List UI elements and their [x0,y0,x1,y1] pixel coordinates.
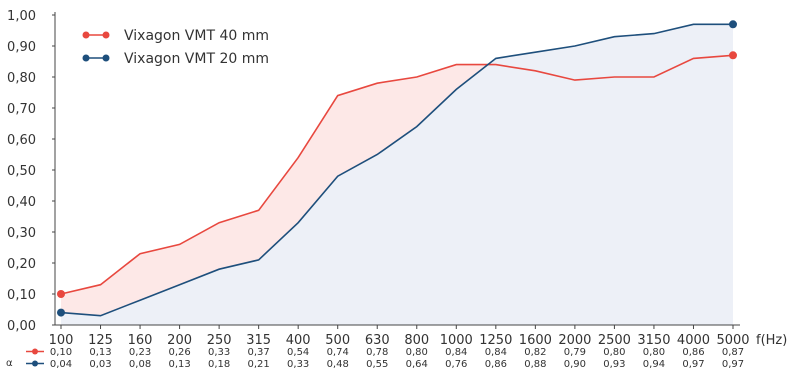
y-tick-label: 0,10 [7,288,36,303]
series-point-vmt-40 [729,51,737,60]
data-label-vmt-20: 0,97 [722,359,744,370]
x-tick-label: 125 [88,333,113,348]
y-tick-label: 0,80 [7,71,36,86]
data-label-vmt-20: 0,33 [287,359,309,370]
data-label-vmt-40: 0,87 [722,347,744,358]
data-label-vmt-40: 0,54 [287,347,309,358]
x-tick-label: 160 [128,333,153,348]
data-label-vmt-20: 0,48 [327,359,349,370]
x-tick-label: 250 [207,333,232,348]
series-line-vmt-20 [60,23,733,317]
data-label-vmt-20: 0,18 [208,359,230,370]
legend-marker-vmt-20 [82,54,90,62]
y-tick-label: 0,90 [7,40,36,55]
x-tick-label: 800 [404,333,429,348]
data-label-vmt-20: 0,93 [603,359,625,370]
data-label-vmt-20: 0,90 [564,359,586,370]
data-label-vmt-40: 0,84 [445,347,467,358]
alpha-symbol: α [6,358,13,369]
x-tick-label: 200 [167,333,192,348]
x-tick-label: 1600 [519,333,552,348]
x-tick-label: 4000 [677,333,710,348]
table-swatch-marker-vmt-20 [32,360,38,367]
table-swatch-marker-vmt-40 [32,348,38,355]
y-tick-label: 1,00 [7,9,36,24]
x-tick-label: 5000 [716,333,749,348]
axes [52,12,740,329]
data-label-vmt-20: 0,21 [248,359,270,370]
series-line-vmt-40 [60,54,734,295]
series-point-vmt-20 [57,308,65,317]
data-label-vmt-40: 0,80 [603,347,625,358]
data-label-vmt-20: 0,55 [366,359,388,370]
x-tick-label: 630 [365,333,390,348]
data-label-vmt-20: 0,04 [50,359,72,370]
legend-label-vmt-20: Vixagon VMT 20 mm [124,51,269,67]
data-label-vmt-20: 0,08 [129,359,151,370]
x-tick-label: 400 [286,333,311,348]
legend-label-vmt-40: Vixagon VMT 40 mm [124,28,269,44]
x-tick-label: 100 [49,333,74,348]
data-label-vmt-20: 0,86 [485,359,507,370]
x-tick-label: 2500 [598,333,631,348]
y-tick-label: 0,30 [7,226,36,241]
data-label-vmt-20: 0,03 [89,359,111,370]
x-tick-label: 3150 [637,333,670,348]
legend-marker-vmt-40 [102,31,110,39]
data-label-vmt-20: 0,88 [524,359,546,370]
data-label-vmt-40: 0,37 [248,347,270,358]
data-label-vmt-40: 0,10 [50,347,72,358]
series-point-vmt-40 [57,290,65,298]
x-tick-label: 2000 [558,333,591,348]
y-tick-label: 0,70 [7,102,36,117]
data-label-vmt-40: 0,74 [327,347,349,358]
x-tick-label: 315 [246,333,271,348]
series-lines [57,20,737,317]
data-label-vmt-40: 0,78 [366,347,388,358]
legend: Vixagon VMT 40 mm Vixagon VMT 20 mm [82,28,269,67]
legend-marker-vmt-40 [82,31,90,39]
x-tick-label: 1250 [479,333,512,348]
legend-marker-vmt-20 [102,54,110,62]
data-label-vmt-20: 0,64 [406,359,428,370]
y-tick-label: 0,00 [7,319,36,334]
data-label-vmt-20: 0,76 [445,359,467,370]
data-label-vmt-20: 0,13 [168,359,190,370]
y-tick-label: 0,60 [7,133,36,148]
y-tick-label: 0,20 [7,257,36,272]
y-tick-label: 0,50 [7,164,36,179]
x-tick-label: 500 [325,333,350,348]
data-label-vmt-40: 0,82 [524,347,546,358]
x-tick-label: 1000 [440,333,473,348]
data-label-vmt-40: 0,86 [682,347,704,358]
y-tick-label: 0,40 [7,195,36,210]
data-label-vmt-40: 0,13 [89,347,111,358]
data-label-vmt-40: 0,23 [129,347,151,358]
value-table: α 0,10 0,13 0,23 0,26 0,33 0,37 0,54 0,74 0,78 0,8… [6,347,744,370]
tick-labels: 0,00 0,10 0,20 0,30 0,40 0,50 0,60 0,70 0,80 0,90… [7,9,787,348]
data-label-vmt-40: 0,79 [564,347,586,358]
data-label-vmt-40: 0,80 [643,347,665,358]
data-label-vmt-20: 0,94 [643,359,665,370]
data-label-vmt-40: 0,26 [168,347,190,358]
data-label-vmt-40: 0,33 [208,347,230,358]
x-axis-label: f(Hz) [756,333,787,348]
area-fill-vmt-20 [61,24,733,326]
data-label-vmt-40: 0,80 [406,347,428,358]
series-point-vmt-20 [729,20,737,29]
data-label-vmt-40: 0,84 [485,347,507,358]
data-label-vmt-20: 0,97 [682,359,704,370]
